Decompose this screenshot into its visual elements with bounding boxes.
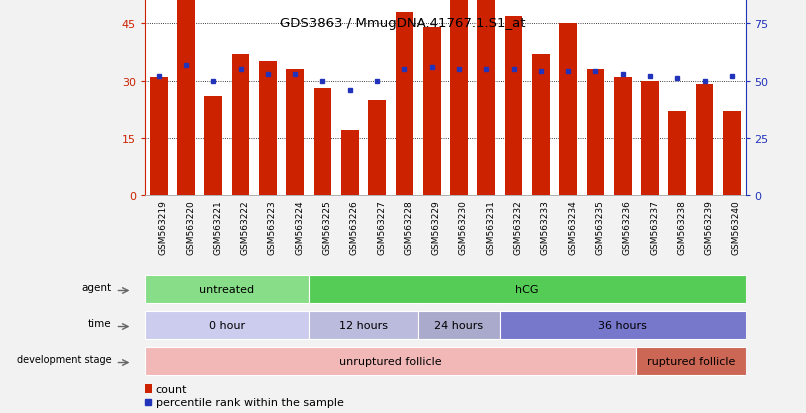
Text: GSM563223: GSM563223 — [268, 199, 277, 254]
Bar — [696, 85, 713, 196]
Bar — [396, 13, 413, 196]
Text: unruptured follicle: unruptured follicle — [339, 356, 442, 366]
Text: GSM563224: GSM563224 — [295, 199, 304, 254]
Text: GSM563228: GSM563228 — [405, 199, 413, 254]
Bar — [309, 275, 746, 303]
Text: GSM563232: GSM563232 — [513, 199, 522, 254]
Text: GSM563219: GSM563219 — [159, 199, 168, 254]
Text: GSM563220: GSM563220 — [186, 199, 195, 254]
Text: agent: agent — [81, 282, 111, 292]
Text: GDS3863 / MmugDNA.41767.1.S1_at: GDS3863 / MmugDNA.41767.1.S1_at — [280, 17, 526, 29]
Text: development stage: development stage — [17, 354, 111, 364]
Bar — [505, 17, 522, 196]
Text: GSM563221: GSM563221 — [214, 199, 222, 254]
Text: untreated: untreated — [199, 284, 255, 294]
Text: GSM563231: GSM563231 — [486, 199, 495, 254]
Bar — [259, 62, 276, 196]
Text: GSM563226: GSM563226 — [350, 199, 359, 254]
Bar — [614, 78, 632, 196]
Bar — [145, 347, 637, 375]
Bar — [637, 347, 746, 375]
Bar — [177, 0, 195, 196]
Bar — [450, 1, 467, 196]
Text: GSM563222: GSM563222 — [241, 199, 250, 254]
Text: ruptured follicle: ruptured follicle — [646, 356, 735, 366]
Bar — [232, 55, 250, 196]
Bar — [418, 311, 500, 339]
Bar — [314, 89, 331, 196]
Text: GSM563239: GSM563239 — [704, 199, 713, 254]
Bar — [145, 311, 309, 339]
Text: 12 hours: 12 hours — [339, 320, 388, 330]
Text: 24 hours: 24 hours — [434, 320, 484, 330]
Text: GSM563225: GSM563225 — [322, 199, 331, 254]
Text: hCG: hCG — [516, 284, 539, 294]
Text: GSM563234: GSM563234 — [568, 199, 577, 254]
Text: time: time — [88, 318, 111, 328]
Bar — [145, 275, 309, 303]
Text: GSM563240: GSM563240 — [732, 199, 741, 254]
Bar — [368, 100, 386, 196]
Text: GSM563227: GSM563227 — [377, 199, 386, 254]
Text: GSM563229: GSM563229 — [432, 199, 441, 254]
Text: GSM563237: GSM563237 — [650, 199, 659, 254]
Text: GSM563238: GSM563238 — [677, 199, 687, 254]
Bar — [423, 28, 441, 196]
Text: GSM563235: GSM563235 — [596, 199, 604, 254]
Bar — [587, 70, 604, 196]
Text: GSM563236: GSM563236 — [623, 199, 632, 254]
Text: GSM563233: GSM563233 — [541, 199, 550, 254]
Bar — [500, 311, 746, 339]
Bar — [559, 24, 577, 196]
Bar — [205, 97, 222, 196]
Text: 36 hours: 36 hours — [598, 320, 647, 330]
Bar — [150, 78, 168, 196]
Bar — [723, 112, 741, 196]
Text: count: count — [156, 384, 187, 394]
Text: GSM563230: GSM563230 — [459, 199, 468, 254]
Bar — [532, 55, 550, 196]
Bar — [145, 384, 152, 393]
Bar — [286, 70, 304, 196]
Bar — [668, 112, 686, 196]
Text: 0 hour: 0 hour — [209, 320, 245, 330]
Bar — [641, 81, 659, 196]
Text: percentile rank within the sample: percentile rank within the sample — [156, 398, 343, 408]
Bar — [341, 131, 359, 196]
Bar — [309, 311, 418, 339]
Bar — [477, 0, 495, 196]
